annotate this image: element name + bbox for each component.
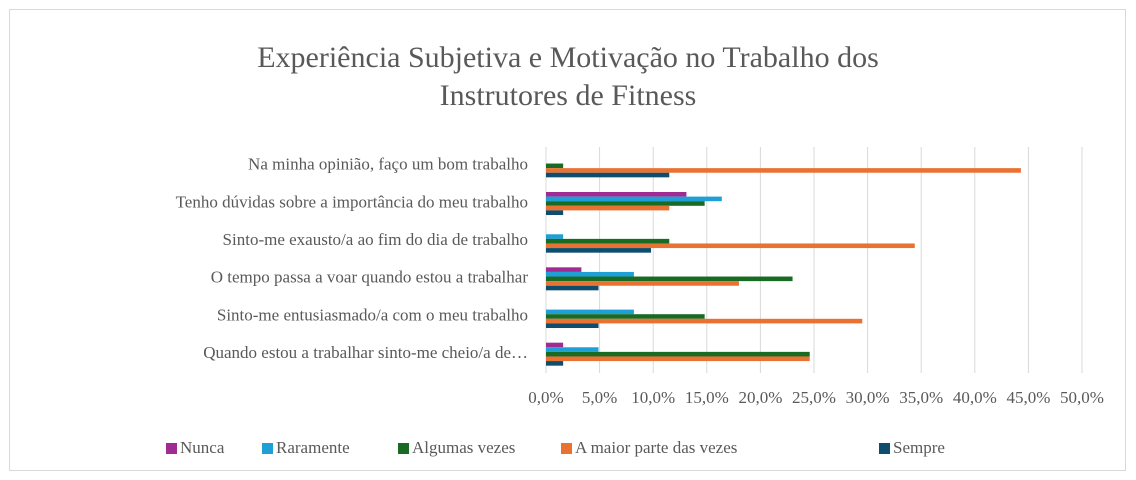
x-tick-label: 35,0% xyxy=(899,388,943,407)
y-tick-label: Sinto-me entusiasmado/a com o meu trabal… xyxy=(217,305,528,324)
y-tick-label: Na minha opinião, faço um bom trabalho xyxy=(248,155,528,174)
bar xyxy=(546,196,722,202)
x-tick-label: 5,0% xyxy=(582,388,617,407)
legend-label: Nunca xyxy=(180,438,225,457)
legend-label: Algumas vezes xyxy=(412,438,515,457)
legend-label: Raramente xyxy=(276,438,350,457)
legend-label: A maior parte das vezes xyxy=(575,438,737,457)
legend-swatch xyxy=(398,443,409,454)
x-tick-label: 20,0% xyxy=(738,388,782,407)
x-tick-label: 30,0% xyxy=(846,388,890,407)
y-tick-label: Sinto-me exausto/a ao fim do dia de trab… xyxy=(223,230,528,249)
y-tick-label: O tempo passa a voar quando estou a trab… xyxy=(211,268,529,287)
bar xyxy=(546,243,915,249)
bar xyxy=(546,163,564,169)
x-tick-label: 15,0% xyxy=(685,388,729,407)
bar xyxy=(546,356,810,362)
x-tick-label: 10,0% xyxy=(631,388,675,407)
bar xyxy=(546,361,564,366)
bar xyxy=(546,309,634,315)
bar xyxy=(546,192,687,197)
bar xyxy=(546,234,564,239)
bar xyxy=(546,248,652,253)
legend-swatch xyxy=(879,443,890,454)
legend-swatch xyxy=(262,443,273,454)
legend-swatch xyxy=(561,443,572,454)
chart-title: Experiência Subjetiva e Motivação no Tra… xyxy=(257,41,879,74)
x-tick-label: 40,0% xyxy=(953,388,997,407)
chart-title: Instrutores de Fitness xyxy=(440,79,697,112)
legend-swatch xyxy=(166,443,177,454)
bar xyxy=(546,285,599,291)
bar xyxy=(546,205,670,211)
bar xyxy=(546,314,705,319)
x-tick-label: 25,0% xyxy=(792,388,836,407)
bar xyxy=(546,351,810,357)
bar xyxy=(546,201,705,206)
x-tick-label: 50,0% xyxy=(1060,388,1104,407)
bar xyxy=(546,318,863,324)
bar xyxy=(546,238,670,244)
bar xyxy=(546,172,670,178)
bar xyxy=(546,168,1021,173)
bar xyxy=(546,271,634,277)
x-tick-label: 45,0% xyxy=(1006,388,1050,407)
bar xyxy=(546,323,599,328)
x-tick-label: 0,0% xyxy=(528,388,563,407)
y-tick-label: Quando estou a trabalhar sinto-me cheio/… xyxy=(203,343,528,362)
legend-label: Sempre xyxy=(893,438,945,457)
bar xyxy=(546,281,739,286)
bar xyxy=(546,276,793,282)
bar xyxy=(546,347,599,352)
bar xyxy=(546,267,582,272)
bar xyxy=(546,210,564,215)
y-tick-label: Tenho dúvidas sobre a importância do meu… xyxy=(176,192,528,211)
bar xyxy=(546,342,564,348)
